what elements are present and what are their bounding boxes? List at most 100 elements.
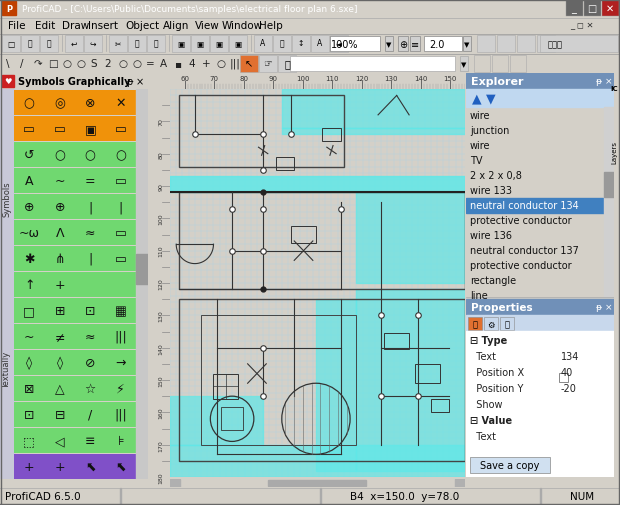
Text: ▭: ▭: [115, 252, 126, 266]
Text: 134: 134: [561, 351, 579, 361]
Text: ᵽ: ᵽ: [126, 77, 133, 87]
Bar: [172, 35, 190, 53]
Text: ⋔: ⋔: [55, 252, 65, 266]
Bar: [210, 35, 228, 53]
Text: □: □: [24, 305, 35, 317]
Text: 100: 100: [159, 213, 164, 225]
Text: A: A: [25, 175, 33, 188]
Text: 📁: 📁: [28, 39, 32, 48]
Bar: [566, 1, 583, 17]
Text: A: A: [317, 39, 322, 48]
Text: ○: ○: [24, 97, 35, 110]
Text: ▼: ▼: [386, 42, 392, 48]
Text: B4  x=150.0  y=78.0: B4 x=150.0 y=78.0: [350, 491, 459, 501]
Text: ~ω: ~ω: [19, 227, 40, 239]
Text: ▣: ▣: [177, 39, 185, 48]
Text: Explorer: Explorer: [471, 77, 523, 87]
Text: 70: 70: [159, 118, 164, 126]
Text: ○: ○: [76, 59, 85, 69]
Text: Insert: Insert: [89, 21, 118, 31]
Text: ≈: ≈: [85, 227, 95, 239]
Bar: [179, 193, 465, 290]
Bar: [14, 117, 136, 142]
Bar: [268, 480, 366, 486]
Bar: [14, 402, 136, 427]
Text: 100: 100: [296, 76, 309, 82]
Text: ▭: ▭: [115, 175, 126, 188]
Bar: [170, 177, 465, 193]
Text: 110: 110: [326, 76, 339, 82]
Text: ᵽ ×: ᵽ ×: [596, 303, 613, 312]
Text: ↷: ↷: [34, 59, 43, 69]
Text: ≠: ≠: [55, 330, 65, 343]
Bar: [213, 374, 238, 399]
Text: ▲: ▲: [472, 92, 482, 105]
Text: ↺: ↺: [24, 148, 35, 162]
Text: Text: Text: [470, 351, 496, 361]
Text: ▣: ▣: [84, 123, 96, 136]
Text: ⊕: ⊕: [55, 200, 65, 214]
Text: _: _: [572, 4, 577, 14]
Text: =: =: [85, 175, 95, 188]
Text: ▭: ▭: [115, 227, 126, 239]
Text: 170: 170: [159, 439, 164, 450]
Bar: [14, 221, 136, 245]
Bar: [275, 158, 294, 171]
Text: 💾: 💾: [46, 39, 51, 48]
Text: /: /: [88, 408, 92, 421]
Bar: [320, 488, 321, 504]
Text: ○: ○: [55, 148, 65, 162]
Text: ⬚: ⬚: [24, 434, 35, 447]
Text: 📋: 📋: [472, 320, 477, 329]
Bar: [273, 35, 291, 53]
Text: A: A: [260, 39, 265, 48]
Bar: [470, 457, 550, 473]
Text: □: □: [7, 39, 15, 48]
Text: ▼: ▼: [461, 62, 467, 68]
Text: _ ◻ ✕: _ ◻ ✕: [570, 21, 593, 30]
Bar: [466, 331, 614, 477]
Bar: [356, 290, 465, 471]
Text: File: File: [8, 21, 25, 31]
Text: ~: ~: [55, 175, 65, 188]
Text: A: A: [160, 59, 167, 69]
Text: Edit: Edit: [35, 21, 55, 31]
Text: View: View: [195, 21, 219, 31]
Bar: [398, 37, 408, 52]
Bar: [14, 324, 136, 349]
Text: 2.0: 2.0: [429, 40, 445, 50]
Bar: [278, 56, 296, 72]
Text: 🎨: 🎨: [280, 39, 285, 48]
Text: 4: 4: [188, 59, 195, 69]
Bar: [2, 76, 14, 88]
Text: ≡: ≡: [411, 40, 419, 50]
Bar: [21, 35, 39, 53]
Text: +: +: [202, 59, 211, 69]
Text: ○: ○: [216, 59, 225, 69]
Text: 140: 140: [414, 76, 427, 82]
Text: ⊡: ⊡: [85, 305, 95, 317]
Text: 110: 110: [159, 245, 164, 257]
Bar: [254, 35, 272, 53]
Text: ⊟ Value: ⊟ Value: [470, 415, 512, 425]
Text: ◎: ◎: [55, 97, 65, 110]
Bar: [2, 2, 16, 16]
Bar: [466, 74, 614, 90]
Text: ○: ○: [85, 148, 95, 162]
Text: ▪: ▪: [174, 59, 181, 69]
Text: 40: 40: [561, 367, 574, 377]
Bar: [291, 227, 316, 243]
Bar: [14, 428, 136, 453]
Bar: [466, 381, 614, 397]
Text: 60: 60: [180, 76, 189, 82]
Text: 160: 160: [159, 407, 164, 418]
Text: ○: ○: [62, 59, 71, 69]
Text: wire 136: wire 136: [470, 231, 512, 241]
Text: Save a copy: Save a copy: [480, 460, 539, 470]
Bar: [179, 96, 344, 167]
Text: Position Y: Position Y: [470, 383, 523, 393]
Text: 150: 150: [159, 374, 164, 386]
Bar: [466, 90, 614, 108]
Text: ♥: ♥: [4, 77, 12, 86]
Text: Position X: Position X: [470, 367, 524, 377]
